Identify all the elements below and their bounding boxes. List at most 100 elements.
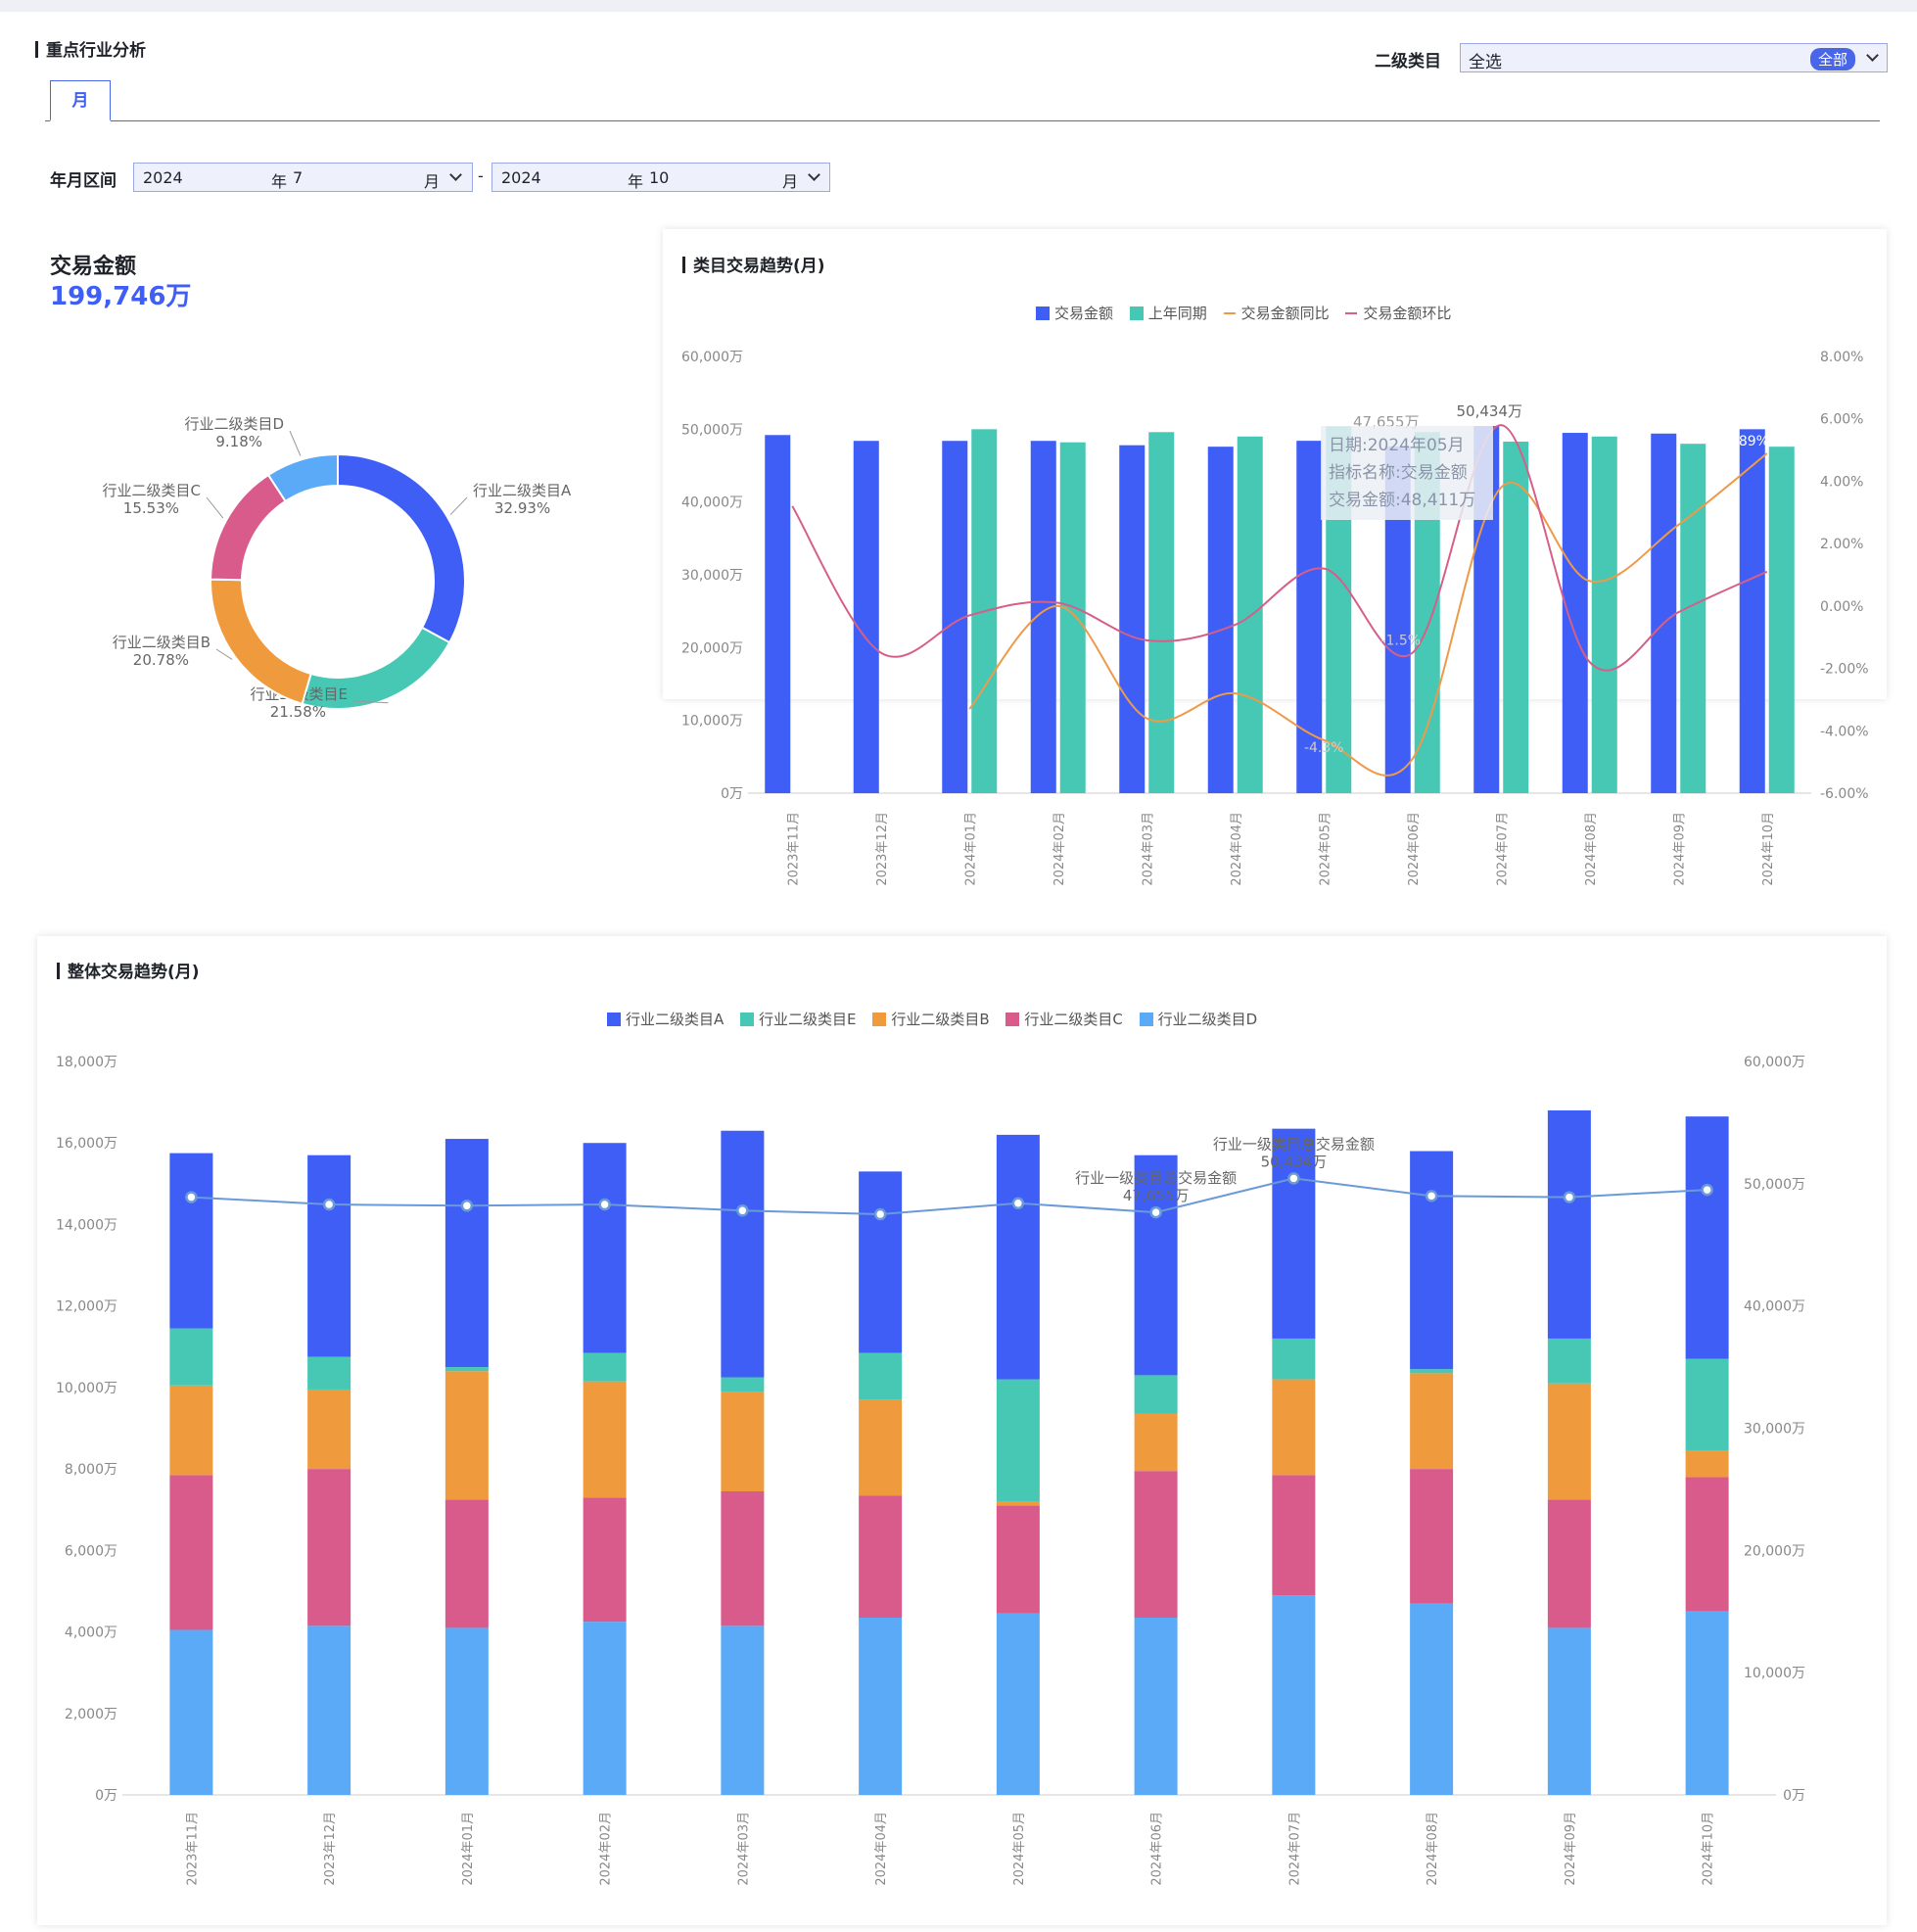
stacked-bar-segment — [1685, 1358, 1729, 1451]
stacked-bar-segment — [1272, 1379, 1316, 1476]
y2-tick-label: 2.00% — [1820, 537, 1863, 552]
legend-item[interactable]: 交易金额 — [1036, 303, 1113, 323]
pie-slice — [210, 473, 287, 582]
donut-chart: 行业二级类目A32.93%行业二级类目E21.58%行业二级类目B20.78%行… — [103, 415, 572, 721]
legend-item[interactable]: 行业二级类目A — [607, 1009, 724, 1029]
bar-current — [1739, 429, 1765, 793]
end-year: 2024 — [501, 168, 541, 187]
y-tick-label: 0万 — [95, 1788, 117, 1804]
pie-leader-line — [215, 648, 233, 660]
bar-last-year — [1237, 436, 1263, 793]
category-filter-select[interactable]: 全选 全部 — [1460, 43, 1888, 72]
end-month: 10 — [649, 168, 670, 187]
stacked-bar-segment — [169, 1385, 213, 1476]
end-month-picker[interactable]: 2024 年 10 月 — [491, 163, 830, 192]
y2-tick-label: -6.00% — [1820, 786, 1869, 802]
legend-item[interactable]: 行业二级类目B — [872, 1009, 990, 1029]
legend-item[interactable]: 行业二级类目C — [1005, 1009, 1123, 1029]
x-tick-label: 2024年06月 — [1150, 1812, 1165, 1886]
data-label: 4.89% — [1726, 434, 1769, 449]
x-tick-label: 2024年01月 — [963, 812, 978, 886]
legend-item[interactable]: 行业二级类目D — [1139, 1009, 1257, 1029]
total-point — [185, 1191, 198, 1203]
stacked-bar-segment — [1685, 1116, 1729, 1359]
overall-trend-legend: 行业二级类目A 行业二级类目E 行业二级类目B 行业二级类目C 行业二级类目D — [607, 1009, 1269, 1029]
end-month-unit: 月 — [782, 172, 799, 191]
y-tick-label: 4,000万 — [65, 1626, 117, 1641]
x-tick-label: 2024年10月 — [1702, 1812, 1716, 1886]
legend-item[interactable]: 上年同期 — [1129, 303, 1207, 323]
stacked-bar-segment — [1272, 1338, 1316, 1380]
legend-item[interactable]: 交易金额同比 — [1223, 303, 1330, 323]
bar-last-year — [1503, 441, 1529, 793]
legend-swatch — [1139, 1013, 1153, 1026]
stacked-bar-segment — [721, 1391, 765, 1491]
stacked-bar-segment — [169, 1153, 213, 1329]
total-point — [873, 1207, 887, 1221]
y-tick-label: 14,000万 — [56, 1217, 117, 1233]
y2-tick-label: 0万 — [1783, 1788, 1805, 1804]
stacked-bar-segment — [1410, 1151, 1454, 1370]
x-tick-label: 2023年11月 — [786, 812, 801, 886]
x-tick-label: 2024年05月 — [1012, 1812, 1027, 1886]
stacked-bar-segment — [1410, 1603, 1454, 1795]
total-point — [322, 1198, 336, 1211]
pie-label-pct: 15.53% — [123, 499, 179, 517]
legend-swatch — [1005, 1013, 1020, 1026]
legend-swatch — [1036, 306, 1050, 320]
start-month-picker[interactable]: 2024 年 7 月 — [133, 163, 473, 192]
category-trend-chart: 0万 10,000万 20,000万 30,000万 40,000万 50,000万 60,… — [681, 350, 1869, 886]
legend-swatch — [1345, 312, 1358, 314]
stacked-bar-segment — [1272, 1128, 1316, 1339]
total-point — [1287, 1172, 1300, 1185]
y-tick-label: 10,000万 — [681, 714, 743, 730]
stacked-bar-segment — [307, 1154, 351, 1357]
stacked-bar-segment — [1547, 1109, 1591, 1339]
stacked-bar-segment — [169, 1328, 213, 1386]
stacked-bar-segment — [169, 1629, 213, 1795]
y-tick-label: 50,000万 — [681, 422, 743, 438]
stacked-bar-segment — [1685, 1450, 1729, 1478]
x-tick-label: 2024年08月 — [1426, 1812, 1440, 1886]
start-year-unit: 年 — [271, 172, 288, 191]
total-point — [1563, 1191, 1576, 1203]
x-tick-label: 2024年06月 — [1407, 812, 1422, 886]
legend-item[interactable]: 交易金额环比 — [1345, 303, 1451, 323]
select-all-badge: 全部 — [1809, 48, 1855, 71]
pie-label-name: 行业二级类目C — [103, 482, 201, 499]
y-tick-label: 12,000万 — [56, 1299, 117, 1315]
page-title: 重点行业分析 — [35, 36, 146, 61]
stacked-bar-segment — [996, 1501, 1040, 1506]
category-filter-label: 二级类目 — [1375, 52, 1441, 71]
y-tick-label: 60,000万 — [681, 350, 743, 365]
tab-month[interactable]: 月 — [50, 80, 111, 121]
pie-label-pct: 32.93% — [494, 499, 550, 517]
x-tick-label: 2024年03月 — [736, 1812, 751, 1886]
bar-current — [1030, 441, 1056, 793]
stacked-bar-segment — [996, 1134, 1040, 1380]
bar-current — [1651, 433, 1677, 793]
legend-item[interactable]: 行业二级类目E — [740, 1009, 857, 1029]
stacked-bar-segment — [444, 1371, 489, 1500]
tab-divider — [45, 120, 1880, 121]
x-tick-label: 2024年02月 — [1052, 812, 1067, 886]
total-point — [1701, 1183, 1713, 1197]
stacked-bar-segment — [721, 1377, 765, 1392]
tooltip-date: 日期:2024年05月 — [1329, 436, 1465, 455]
y2-tick-label: -4.00% — [1820, 724, 1869, 739]
y-tick-label: 20,000万 — [681, 640, 743, 656]
total-point — [1149, 1205, 1162, 1219]
data-label: -1.5% — [1380, 634, 1421, 649]
total-point — [460, 1200, 474, 1212]
category-filter-value: 全选 — [1469, 53, 1502, 72]
x-tick-label: 2024年05月 — [1318, 812, 1333, 886]
stacked-bar-segment — [1134, 1471, 1178, 1618]
pie-label-name: 行业二级类目D — [184, 415, 284, 433]
chart-tooltip: 日期:2024年05月 指标名称:交易金额 交易金额:48,411万 — [1321, 426, 1493, 520]
pie-label-pct: 9.18% — [215, 433, 262, 450]
stacked-bar-segment — [996, 1379, 1040, 1502]
y2-tick-label: 40,000万 — [1744, 1299, 1805, 1315]
total-point — [1425, 1190, 1438, 1202]
y-tick-label: 6,000万 — [65, 1543, 117, 1559]
stacked-bar-segment — [444, 1139, 489, 1368]
